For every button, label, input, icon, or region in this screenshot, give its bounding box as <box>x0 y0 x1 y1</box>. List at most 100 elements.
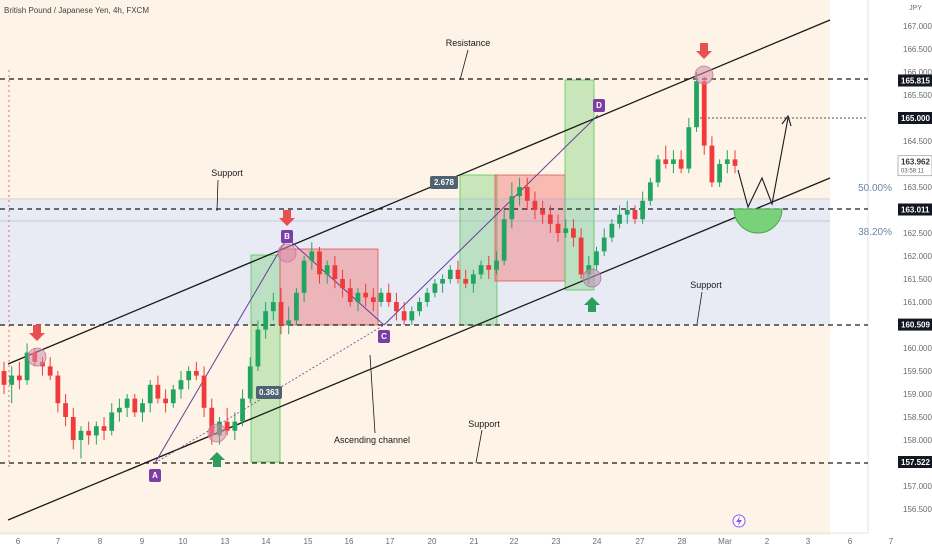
price-tick-label: 161.500 <box>903 275 932 284</box>
candle <box>1 361 7 394</box>
pattern-point-c: C <box>378 330 390 343</box>
pattern-line-b-c <box>286 237 385 326</box>
candle <box>70 407 76 450</box>
candle <box>401 302 407 325</box>
level-price-label: 165.000 <box>901 114 930 123</box>
candle <box>624 200 630 224</box>
candle <box>24 343 30 385</box>
candle <box>263 302 269 339</box>
candle <box>86 421 92 445</box>
candle <box>440 274 445 293</box>
candle <box>378 288 384 307</box>
time-tick-label: 28 <box>678 537 687 546</box>
level-price-label: 160.509 <box>901 321 930 330</box>
price-level-tags: 165.815 165.000 163.962 03:58:11 163.011 160.… <box>897 74 932 468</box>
candle <box>294 288 299 325</box>
background-band-upper <box>0 0 830 200</box>
candle <box>255 320 261 371</box>
candle <box>417 297 422 316</box>
time-tick-label: 6 <box>848 537 853 546</box>
svg-text:0.363: 0.363 <box>259 388 280 397</box>
candle <box>678 150 684 174</box>
candle <box>332 256 338 289</box>
candle <box>532 191 538 220</box>
candle <box>517 177 522 206</box>
annotation-resistance: Resistance <box>446 38 491 48</box>
pattern-point-d: D <box>593 99 605 112</box>
svg-text:2.678: 2.678 <box>434 178 455 187</box>
candle <box>447 265 453 284</box>
pointer-support-right <box>696 291 703 325</box>
highlight-circle-left <box>27 347 47 367</box>
price-tick-label: 163.500 <box>903 183 932 192</box>
candle <box>201 366 207 417</box>
time-tick-label: 17 <box>386 537 395 546</box>
candle <box>232 412 238 440</box>
price-tick-label: 161.000 <box>903 298 932 307</box>
pattern-line-c-d <box>383 114 599 326</box>
time-tick-label: 23 <box>552 537 561 546</box>
price-level-tag: 163.011 <box>898 203 932 216</box>
up-arrow-a <box>209 452 225 467</box>
time-tick-label: 9 <box>140 537 145 546</box>
svg-text:D: D <box>596 101 602 110</box>
highlight-circle-top <box>694 65 714 85</box>
pointer-support-bottom <box>475 429 483 464</box>
candle <box>93 421 99 445</box>
level-price-label: 165.815 <box>901 77 930 86</box>
candle <box>609 219 615 243</box>
svg-text:B: B <box>284 232 290 241</box>
candle <box>540 200 546 224</box>
candle <box>555 214 561 243</box>
candle <box>732 150 738 174</box>
candle <box>317 246 322 284</box>
price-tick-label: 167.000 <box>903 22 932 31</box>
candle <box>509 182 515 229</box>
time-tick-label: 22 <box>510 537 519 546</box>
time-tick-label: 24 <box>593 537 602 546</box>
candle <box>301 256 307 302</box>
down-arrow-b <box>279 210 295 226</box>
candle <box>155 375 161 404</box>
highlight-circle-low <box>582 268 602 288</box>
level-price-label: 163.011 <box>901 205 930 214</box>
candle <box>571 219 576 247</box>
red-box-2 <box>494 174 566 282</box>
svg-text:C: C <box>381 332 387 341</box>
candle <box>270 292 276 321</box>
candle <box>409 306 415 325</box>
ratio-tag-0363: 0.363 <box>256 386 282 399</box>
candle <box>724 150 730 174</box>
candle <box>363 283 369 307</box>
candle <box>278 288 284 335</box>
pattern-point-b: B <box>281 230 293 243</box>
candle <box>78 426 84 459</box>
candle <box>178 371 184 399</box>
down-arrow-top <box>696 43 712 59</box>
candle <box>594 246 599 270</box>
pointer-support-left <box>216 179 219 212</box>
time-tick-label: 7 <box>889 537 894 546</box>
price-level-tag: 165.815 <box>898 74 932 87</box>
candle <box>193 361 199 381</box>
price-tick-label: 156.500 <box>903 505 932 514</box>
candle <box>501 210 507 266</box>
projection-arrowhead <box>781 114 792 127</box>
candle <box>578 228 584 279</box>
time-axis-ticks: 6 7 8 9 10 13 14 15 16 17 20 21 22 23 24 27 28 Mar 2 3 6 7 <box>16 537 894 546</box>
time-tick-label: 2 <box>765 537 770 546</box>
lightning-icon[interactable] <box>732 514 746 528</box>
target-zone-arc <box>733 208 783 234</box>
price-tick-label: 166.500 <box>903 45 932 54</box>
annotation-support-bottom: Support <box>468 419 500 429</box>
candle <box>117 398 122 422</box>
time-tick-label: 13 <box>221 537 230 546</box>
candle <box>701 76 707 155</box>
price-tick-label: 158.000 <box>903 436 932 445</box>
price-level-tag: 165.000 <box>898 112 932 124</box>
level-price-label: 157.522 <box>901 458 930 467</box>
countdown-label: 03:58:11 <box>901 169 925 175</box>
candle <box>709 136 715 187</box>
candle <box>386 283 392 307</box>
time-tick-label: 6 <box>16 537 21 546</box>
